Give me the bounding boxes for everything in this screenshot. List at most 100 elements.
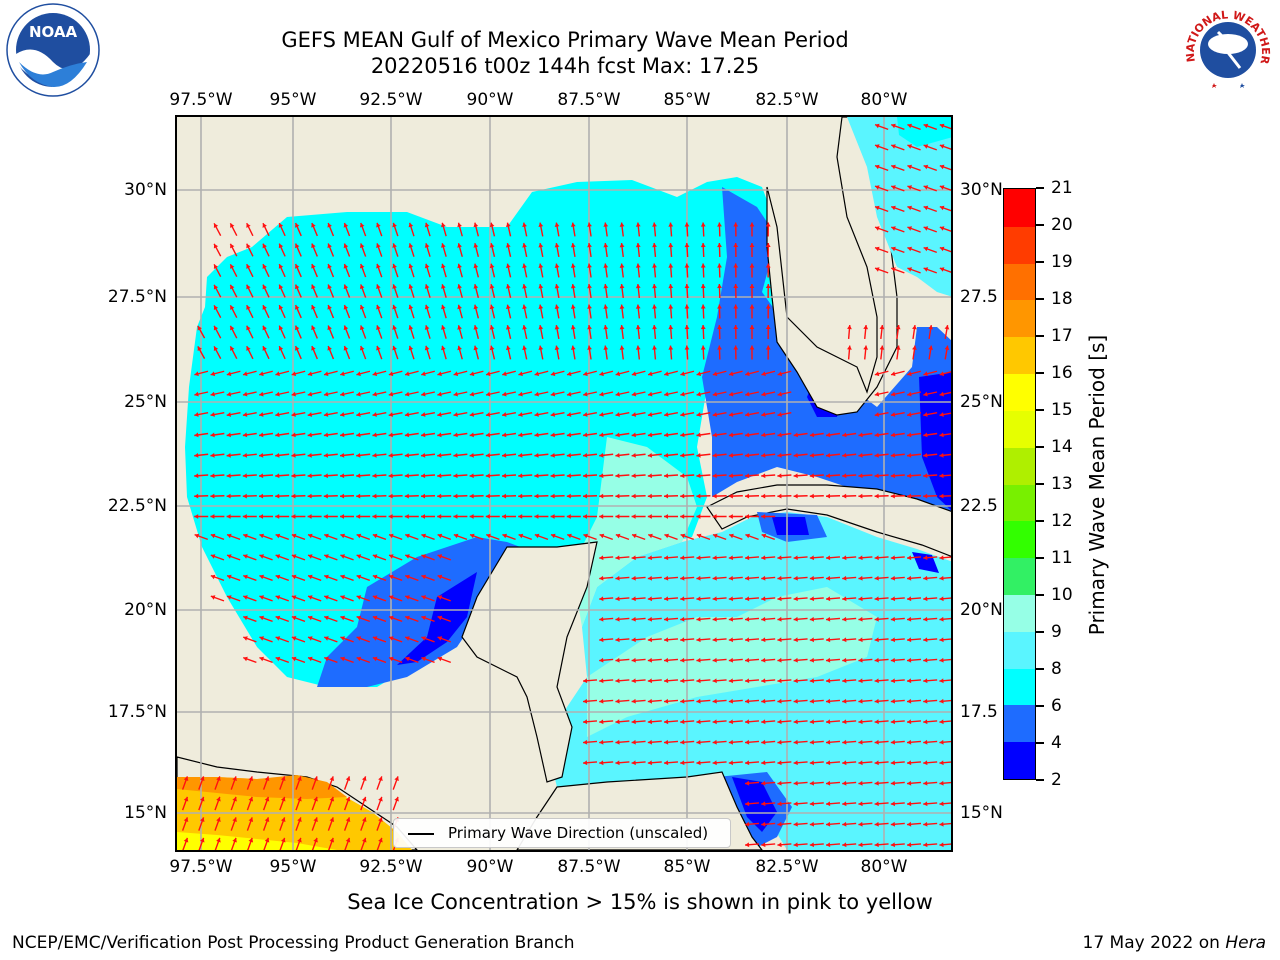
wave-arrow	[696, 452, 711, 458]
wave-arrow	[825, 739, 841, 745]
wave-arrow	[198, 776, 205, 790]
wave-arrow	[489, 222, 496, 237]
colorbar-tick-mark	[1036, 631, 1044, 633]
wave-arrow	[700, 222, 706, 237]
wave-arrow	[631, 432, 646, 438]
wave-arrow	[939, 555, 951, 561]
wave-arrow	[793, 596, 808, 602]
wave-arrow	[777, 719, 792, 725]
wave-arrow	[615, 760, 630, 766]
map-frame[interactable]	[175, 115, 953, 852]
wave-arrow	[372, 615, 387, 623]
wave-arrow	[874, 164, 889, 172]
wave-arrow	[457, 304, 463, 319]
wave-arrow	[356, 615, 371, 623]
wave-arrow	[717, 242, 722, 258]
wave-arrow	[258, 493, 274, 499]
wave-arrow	[906, 821, 922, 827]
wave-arrow	[615, 637, 630, 643]
wave-arrow	[307, 452, 322, 458]
wave-arrow	[895, 345, 901, 360]
wave-arrow	[275, 473, 290, 479]
map-canvas[interactable]	[177, 117, 951, 850]
lon-label-top-1: 95°W	[269, 90, 317, 110]
wave-arrow	[809, 719, 824, 725]
wave-arrow	[323, 514, 338, 519]
wave-arrow	[635, 304, 641, 319]
wave-arrow	[343, 222, 351, 237]
wave-arrow	[489, 243, 496, 257]
wave-arrow	[344, 837, 351, 850]
wave-arrow	[311, 263, 318, 278]
wave-arrow	[599, 432, 614, 438]
wave-arrow	[728, 596, 743, 602]
wave-arrow	[404, 574, 419, 582]
wave-arrow	[599, 575, 614, 581]
wave-arrow	[890, 412, 905, 417]
wave-arrow	[745, 533, 759, 541]
wave-arrow	[327, 304, 335, 319]
wave-arrow	[842, 801, 857, 807]
wave-arrow	[874, 123, 889, 131]
wave-arrow	[906, 555, 922, 561]
wave-arrow	[323, 595, 338, 602]
colorbar-tick-mark	[1036, 446, 1044, 448]
wave-arrow	[404, 452, 419, 458]
wave-arrow	[550, 493, 565, 499]
wave-arrow	[242, 656, 257, 664]
wave-arrow	[372, 514, 387, 519]
wave-arrow	[262, 263, 270, 278]
wave-arrow	[210, 370, 225, 377]
wave-arrow	[259, 391, 273, 397]
wave-arrow	[825, 452, 841, 458]
wave-arrow	[777, 596, 792, 602]
wave-arrow	[809, 493, 824, 499]
wave-arrow	[744, 698, 760, 704]
wave-arrow	[339, 493, 355, 499]
wave-arrow	[858, 473, 873, 479]
wave-arrow	[874, 226, 889, 233]
wave-arrow	[647, 514, 662, 519]
wave-arrow	[408, 345, 415, 360]
wave-arrow	[923, 555, 938, 561]
wave-arrow	[874, 801, 889, 807]
wave-arrow	[939, 596, 951, 602]
wave-arrow	[874, 739, 889, 745]
wave-arrow	[939, 698, 951, 704]
wave-arrow	[809, 657, 824, 663]
wave-arrow	[874, 657, 889, 663]
wave-arrow	[538, 263, 544, 278]
wave-arrow	[939, 678, 951, 684]
wave-arrow	[518, 533, 533, 541]
wave-arrow	[550, 473, 565, 479]
wave-arrow	[437, 574, 452, 582]
wave-arrow	[906, 657, 922, 663]
wave-arrow	[518, 452, 533, 458]
wave-arrow	[307, 412, 322, 417]
wave-arrow	[587, 324, 592, 340]
wave-arrow	[599, 555, 614, 561]
wave-arrow	[825, 678, 841, 684]
wave-arrow	[717, 324, 722, 340]
wave-arrow	[291, 432, 306, 438]
wave-arrow	[631, 533, 646, 541]
wave-arrow	[323, 473, 338, 479]
wave-arrow	[777, 555, 792, 561]
wave-arrow	[489, 263, 496, 278]
wave-arrow	[647, 657, 662, 663]
wave-arrow	[323, 452, 338, 458]
wave-arrow	[733, 263, 739, 278]
wave-arrow	[923, 205, 938, 213]
wave-arrow	[278, 304, 286, 319]
wave-arrow	[923, 637, 938, 643]
wave-arrow	[858, 739, 873, 745]
wave-arrow	[907, 391, 921, 397]
wave-arrow	[761, 842, 776, 848]
wave-arrow	[327, 243, 335, 257]
wave-arrow	[473, 325, 480, 339]
wave-arrow	[421, 554, 435, 561]
wave-arrow	[842, 555, 857, 561]
wave-arrow	[291, 391, 306, 397]
wave-arrow	[635, 283, 641, 299]
wave-arrow	[863, 324, 869, 340]
